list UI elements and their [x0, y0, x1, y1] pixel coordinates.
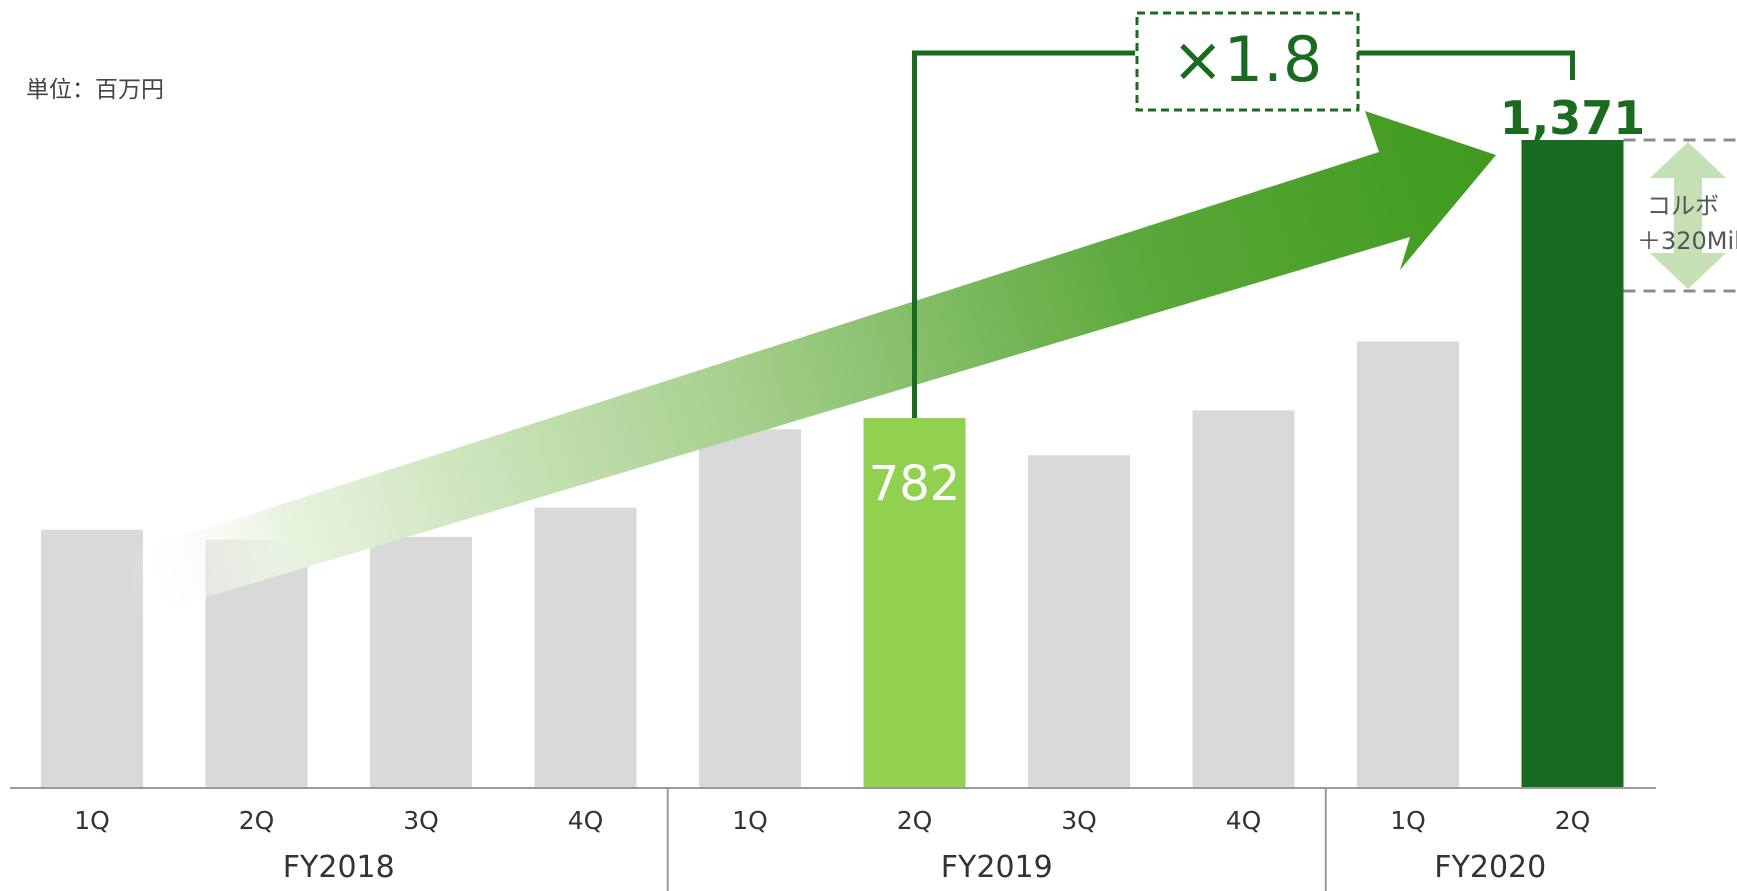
x-tick-label: 4Q	[568, 806, 604, 835]
x-tick-label: 4Q	[1226, 806, 1262, 835]
double-arrow	[1650, 142, 1726, 290]
bars-layer	[41, 140, 1624, 787]
growth-arrow-layer	[130, 111, 1496, 620]
x-tick-label: 3Q	[1061, 806, 1097, 835]
bar	[534, 507, 637, 787]
axis-layer: 1Q 2Q 3Q 4Q 1Q 2Q 3Q 4Q 1Q 2Q FY2018 FY2019 FY2020	[10, 787, 1656, 891]
x-tick-label: 2Q	[1555, 806, 1591, 835]
annotation-layer: 782 1,371 ×1.8 コルボ ＋320Mil	[869, 11, 1737, 512]
bar	[1028, 455, 1130, 787]
bar	[863, 417, 966, 787]
x-tick-label: 2Q	[239, 806, 275, 835]
side-note-title: コルボ	[1647, 192, 1719, 220]
fiscal-year-label: FY2018	[283, 850, 395, 885]
bar	[1192, 410, 1295, 787]
bar	[699, 429, 801, 787]
highlight-value-label: 782	[869, 456, 961, 512]
peak-value-label: 1,371	[1500, 91, 1646, 145]
side-note-value: ＋320Mil	[1637, 227, 1737, 255]
x-tick-label: 1Q	[1390, 806, 1426, 835]
x-tick-label: 1Q	[74, 806, 110, 835]
x-tick-label: 2Q	[897, 806, 933, 835]
fiscal-year-label: FY2019	[941, 850, 1053, 885]
x-tick-label: 3Q	[403, 806, 439, 835]
fiscal-year-label: FY2020	[1434, 850, 1546, 885]
bar	[1521, 140, 1624, 787]
unit-label: 単位：百万円	[26, 77, 164, 103]
multiplier-box	[1135, 11, 1360, 112]
multiplier-label: ×1.8	[1172, 23, 1323, 96]
bar	[41, 529, 143, 787]
growth-arrow	[130, 111, 1496, 620]
bracket-left	[912, 50, 1135, 418]
bar	[370, 536, 472, 787]
bar	[1357, 341, 1459, 787]
bracket-right	[1358, 50, 1575, 80]
x-tick-label: 1Q	[732, 806, 768, 835]
